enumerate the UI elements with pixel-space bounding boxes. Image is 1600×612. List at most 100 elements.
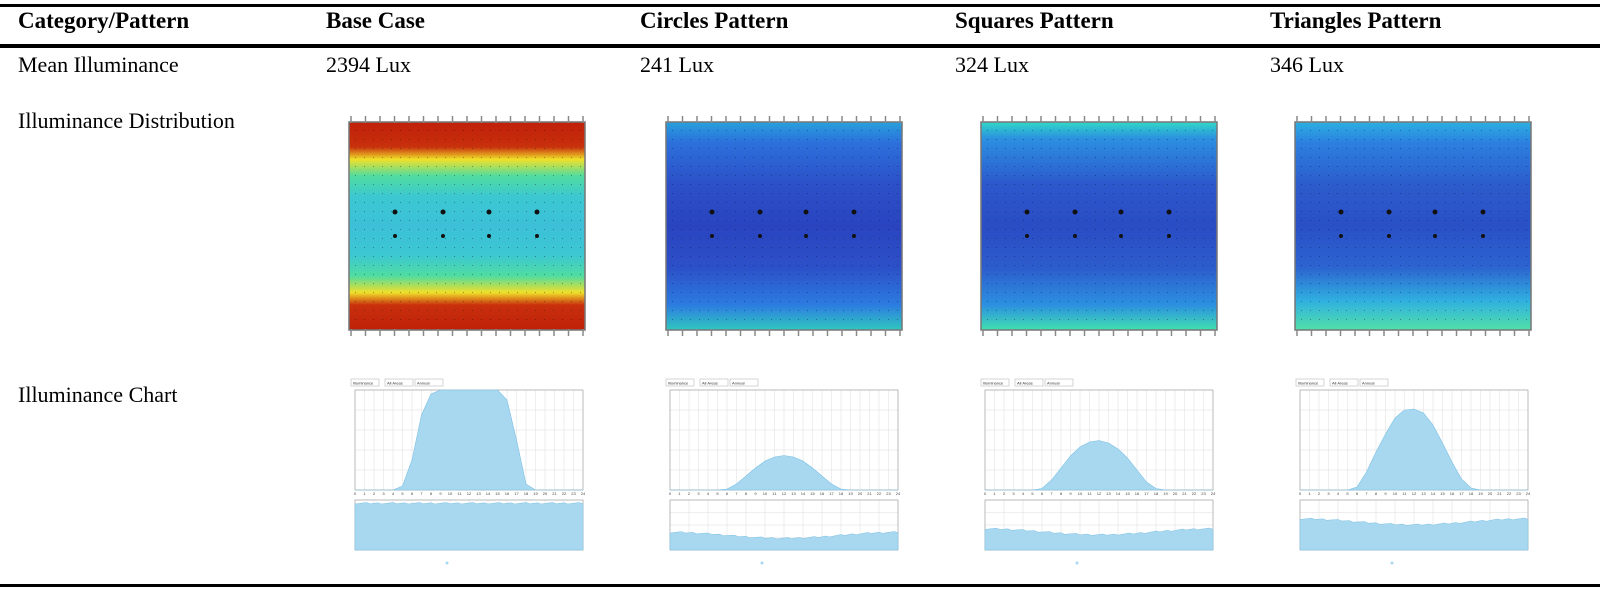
svg-text:23: 23 [571, 491, 576, 496]
svg-text:9: 9 [1384, 491, 1387, 496]
svg-text:Illuminance: Illuminance [983, 381, 1004, 386]
svg-text:17: 17 [829, 491, 834, 496]
svg-text:10: 10 [1393, 491, 1398, 496]
svg-text:Annual: Annual [1362, 381, 1375, 386]
svg-text:8: 8 [745, 491, 748, 496]
svg-text:11: 11 [1087, 491, 1092, 496]
svg-text:Illuminance: Illuminance [668, 381, 689, 386]
svg-text:24: 24 [896, 491, 900, 496]
svg-text:5: 5 [401, 491, 404, 496]
bottom-rule [0, 584, 1600, 587]
svg-text:12: 12 [1412, 491, 1417, 496]
svg-text:11: 11 [772, 491, 777, 496]
row-label-distribution: Illuminance Distribution [18, 108, 235, 133]
header-category: Category/Pattern [18, 8, 190, 33]
svg-text:7: 7 [1050, 491, 1053, 496]
svg-text:21: 21 [552, 491, 557, 496]
svg-text:15: 15 [810, 491, 815, 496]
svg-text:14: 14 [486, 491, 491, 496]
mean-squares: 324 Lux [955, 52, 1029, 77]
svg-text:4: 4 [1337, 491, 1340, 496]
svg-text:11: 11 [1402, 491, 1407, 496]
svg-text:All Areas: All Areas [387, 381, 403, 386]
mean-triangles: 346 Lux [1270, 52, 1344, 77]
header-rule [0, 44, 1600, 48]
svg-text:19: 19 [848, 491, 853, 496]
svg-text:6: 6 [1356, 491, 1359, 496]
svg-text:0: 0 [984, 491, 987, 496]
svg-text:All Areas: All Areas [702, 381, 718, 386]
svg-text:0: 0 [669, 491, 672, 496]
top-rule [0, 4, 1600, 7]
svg-text:12: 12 [467, 491, 472, 496]
svg-text:20: 20 [543, 491, 548, 496]
svg-text:12: 12 [1097, 491, 1102, 496]
svg-text:13: 13 [791, 491, 796, 496]
svg-text:23: 23 [886, 491, 891, 496]
svg-text:22: 22 [877, 491, 882, 496]
svg-text:2: 2 [1318, 491, 1321, 496]
distribution-map-base [347, 116, 587, 336]
svg-text:8: 8 [1375, 491, 1378, 496]
svg-text:21: 21 [1182, 491, 1187, 496]
svg-text:9: 9 [1069, 491, 1072, 496]
svg-text:7: 7 [1365, 491, 1368, 496]
svg-text:14: 14 [1431, 491, 1436, 496]
svg-text:15: 15 [1440, 491, 1445, 496]
illuminance-chart-triangles: Illuminance All Areas Annual 0 1 2 3 4 5 6 7 8 9 10 11… [1290, 378, 1531, 578]
svg-text:17: 17 [514, 491, 519, 496]
svg-text:23: 23 [1201, 491, 1206, 496]
svg-text:18: 18 [839, 491, 844, 496]
svg-text:5: 5 [1031, 491, 1034, 496]
svg-text:21: 21 [867, 491, 872, 496]
svg-text:22: 22 [562, 491, 567, 496]
svg-text:19: 19 [1478, 491, 1483, 496]
svg-text:19: 19 [1163, 491, 1168, 496]
svg-text:9: 9 [754, 491, 757, 496]
svg-text:4: 4 [707, 491, 710, 496]
svg-text:20: 20 [1488, 491, 1493, 496]
mean-base: 2394 Lux [326, 52, 411, 77]
svg-text:24: 24 [1526, 491, 1530, 496]
svg-text:13: 13 [1106, 491, 1111, 496]
svg-text:1: 1 [678, 491, 681, 496]
svg-text:7: 7 [420, 491, 423, 496]
svg-text:15: 15 [1125, 491, 1130, 496]
svg-text:10: 10 [763, 491, 768, 496]
svg-text:14: 14 [801, 491, 806, 496]
svg-text:3: 3 [1012, 491, 1015, 496]
svg-text:1: 1 [1308, 491, 1311, 496]
svg-text:Illuminance: Illuminance [353, 381, 374, 386]
illuminance-chart-squares: Illuminance All Areas Annual 0 1 2 3 4 5 6 7 8 9 10 11… [975, 378, 1216, 578]
svg-text:9: 9 [439, 491, 442, 496]
svg-text:16: 16 [1450, 491, 1455, 496]
svg-text:20: 20 [1173, 491, 1178, 496]
svg-text:18: 18 [1154, 491, 1159, 496]
svg-text:3: 3 [382, 491, 385, 496]
svg-text:13: 13 [1421, 491, 1426, 496]
svg-text:10: 10 [1078, 491, 1083, 496]
svg-text:23: 23 [1516, 491, 1521, 496]
svg-text:17: 17 [1459, 491, 1464, 496]
svg-text:Annual: Annual [732, 381, 745, 386]
svg-text:24: 24 [1211, 491, 1215, 496]
svg-text:6: 6 [726, 491, 729, 496]
svg-text:3: 3 [1327, 491, 1330, 496]
svg-text:Annual: Annual [417, 381, 430, 386]
svg-text:6: 6 [411, 491, 414, 496]
svg-text:2: 2 [373, 491, 376, 496]
svg-text:18: 18 [524, 491, 529, 496]
distribution-map-squares [979, 116, 1219, 336]
svg-text:8: 8 [430, 491, 433, 496]
header-squares: Squares Pattern [955, 8, 1114, 33]
row-label-mean: Mean Illuminance [18, 52, 179, 77]
svg-text:12: 12 [782, 491, 787, 496]
svg-text:2: 2 [688, 491, 691, 496]
svg-text:22: 22 [1192, 491, 1197, 496]
svg-text:22: 22 [1507, 491, 1512, 496]
svg-text:21: 21 [1497, 491, 1502, 496]
svg-text:8: 8 [1060, 491, 1063, 496]
svg-text:Illuminance: Illuminance [1298, 381, 1319, 386]
svg-text:16: 16 [820, 491, 825, 496]
svg-text:1: 1 [363, 491, 366, 496]
